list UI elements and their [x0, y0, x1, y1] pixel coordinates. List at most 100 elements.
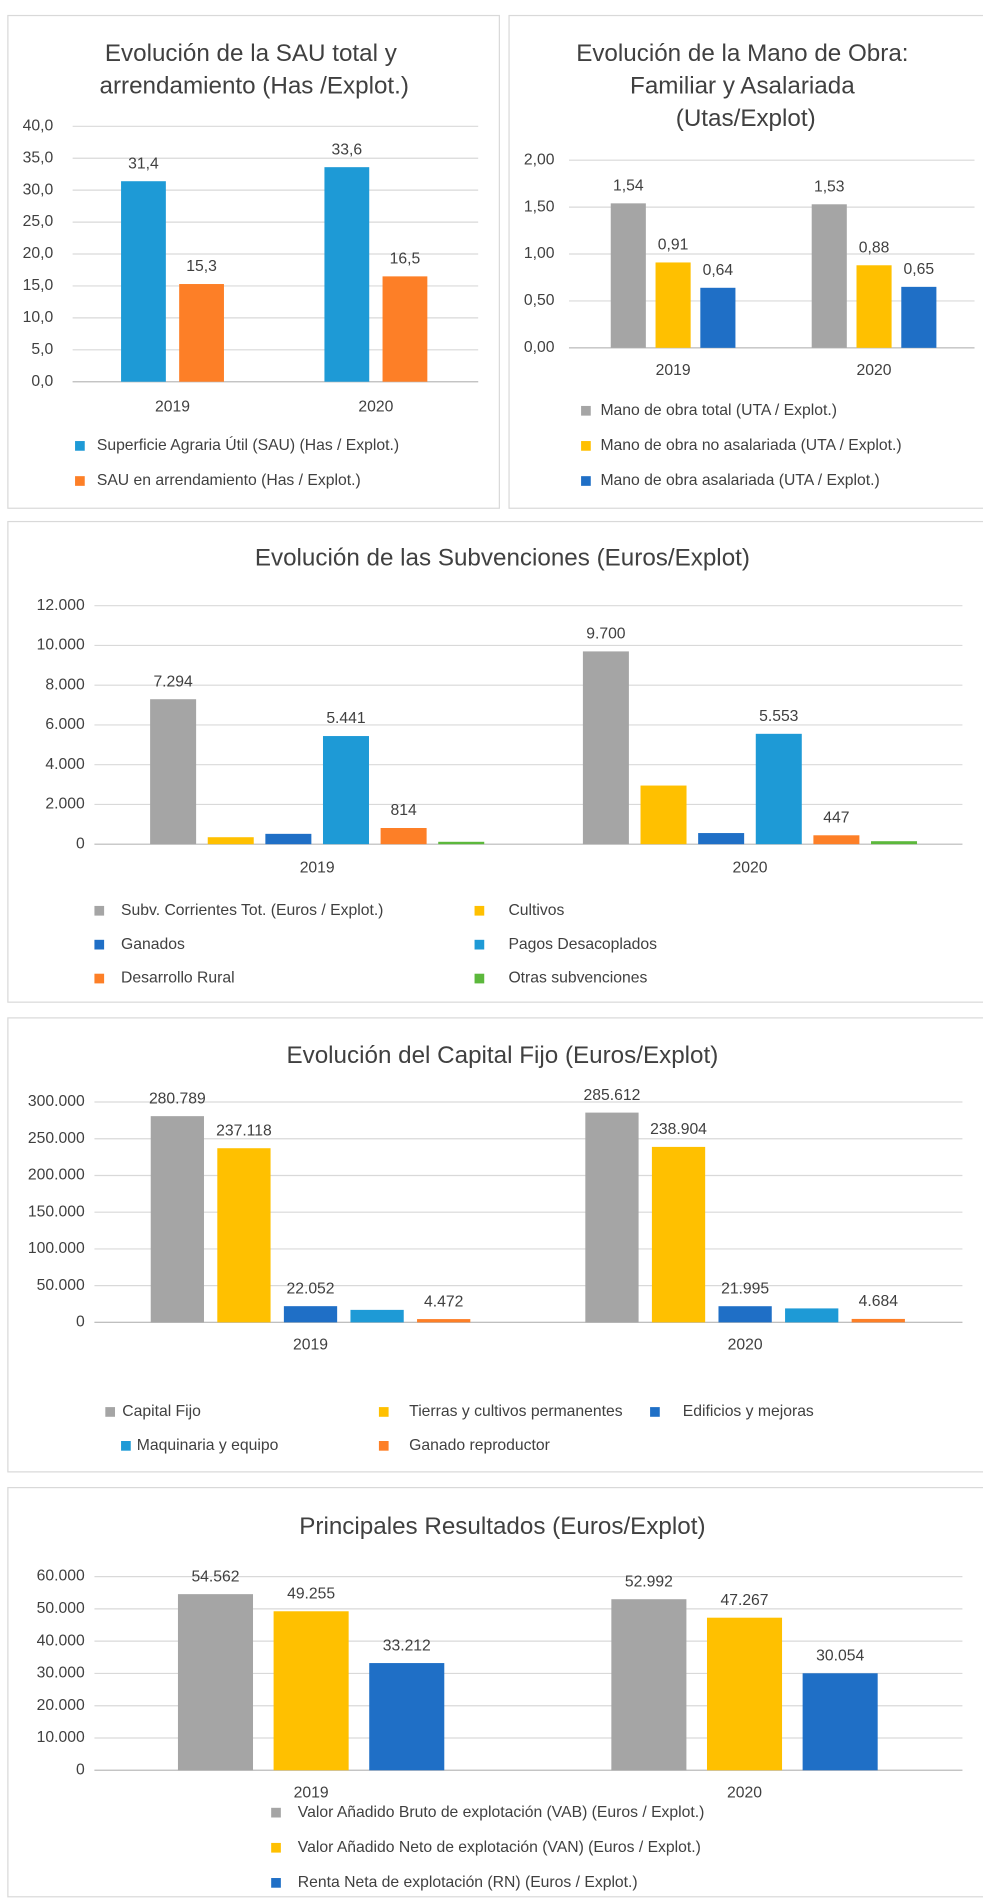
- panel: [7, 14, 500, 509]
- bar: [651, 1146, 706, 1323]
- y-tick-label: 12.000: [37, 597, 85, 614]
- bar: [179, 284, 224, 382]
- legend-marker: [271, 1878, 281, 1888]
- bar: [324, 167, 370, 382]
- legend-label: Otras subvenciones: [508, 970, 647, 987]
- legend-marker: [474, 973, 485, 984]
- panel: [508, 14, 983, 509]
- x-tick-label: 2019: [656, 362, 691, 379]
- y-tick-label: 60.000: [37, 1568, 85, 1585]
- x-tick-label: 2020: [728, 1337, 763, 1354]
- legend-label: Mano de obra total (UTA / Explot.): [600, 402, 836, 419]
- y-tick-label: 0,00: [524, 339, 555, 356]
- data-label: 33.212: [383, 1637, 431, 1654]
- bar: [150, 699, 197, 845]
- x-tick-label: 2020: [732, 860, 767, 877]
- data-label: 285.612: [584, 1087, 641, 1104]
- data-label: 4.684: [859, 1293, 899, 1310]
- legend-label: Superficie Agraria Útil (SAU) (Has / Exp…: [97, 435, 399, 454]
- data-label: 15,3: [186, 258, 217, 275]
- x-tick-label: 2019: [300, 860, 335, 877]
- legend-label: Capital Fijo: [122, 1403, 201, 1420]
- legend-label: Ganado reproductor: [409, 1437, 550, 1454]
- legend-label: Mano de obra no asalariada (UTA / Explot…: [600, 437, 901, 454]
- data-label: 47.267: [720, 1592, 768, 1609]
- y-tick-label: 25,0: [23, 213, 54, 230]
- y-tick-label: 30,0: [23, 181, 54, 198]
- bar: [655, 262, 691, 348]
- legend-marker: [581, 476, 591, 486]
- bar: [121, 181, 166, 382]
- y-tick-label: 50.000: [37, 1277, 85, 1294]
- legend-marker: [650, 1407, 660, 1417]
- data-label: 1,54: [613, 178, 644, 195]
- data-label: 16,5: [390, 251, 421, 268]
- y-tick-label: 1,00: [524, 245, 555, 262]
- bar: [438, 841, 485, 845]
- legend-label: Subv. Corrientes Tot. (Euros / Explot.): [121, 902, 383, 919]
- legend-marker: [581, 405, 591, 416]
- legend-label: Valor Añadido Bruto de explotación (VAB)…: [298, 1804, 705, 1821]
- bar: [851, 1318, 905, 1323]
- chart-title: Evolución de las Subvenciones (Euros/Exp…: [255, 545, 750, 572]
- bar: [871, 841, 918, 845]
- y-tick-label: 0,0: [31, 373, 53, 390]
- bar: [718, 1306, 772, 1323]
- data-label: 447: [823, 810, 849, 827]
- legend-label: Ganados: [121, 936, 185, 953]
- data-label: 0,64: [703, 262, 734, 279]
- bar: [322, 736, 369, 845]
- data-label: 814: [390, 802, 416, 819]
- data-label: 9.700: [586, 626, 626, 643]
- y-tick-label: 10.000: [37, 637, 85, 654]
- y-tick-label: 0: [76, 1314, 85, 1331]
- y-tick-label: 20,0: [23, 245, 54, 262]
- bar: [217, 1148, 271, 1323]
- legend-label: SAU en arrendamiento (Has / Explot.): [97, 472, 361, 489]
- legend-marker: [474, 905, 485, 916]
- y-tick-label: 10.000: [37, 1729, 85, 1746]
- legend-label: Desarrollo Rural: [121, 970, 235, 987]
- bar: [785, 1308, 839, 1323]
- x-tick-label: 2020: [727, 1784, 762, 1801]
- legend-label: Maquinaria y equipo: [137, 1437, 279, 1454]
- bar: [585, 1112, 639, 1323]
- data-label: 238.904: [650, 1121, 707, 1138]
- bar: [150, 1116, 204, 1323]
- bar: [207, 837, 254, 845]
- chart-title: Principales Resultados (Euros/Explot): [299, 1514, 705, 1541]
- data-label: 1,53: [814, 178, 845, 195]
- data-label: 5.441: [326, 710, 365, 727]
- legend-label: Tierras y cultivos permanentes: [409, 1403, 623, 1420]
- x-tick-label: 2019: [155, 398, 190, 415]
- bar: [901, 286, 937, 348]
- legend-marker: [75, 476, 85, 486]
- bar: [582, 651, 629, 845]
- bar: [350, 1309, 404, 1323]
- legend-marker: [105, 1407, 116, 1417]
- y-tick-label: 40,0: [23, 117, 54, 134]
- y-tick-label: 50.000: [37, 1600, 85, 1617]
- chart-title: Evolución de la SAU total y arrendamient…: [100, 40, 409, 100]
- x-tick-label: 2020: [857, 362, 892, 379]
- bar: [611, 1599, 687, 1771]
- legend-marker: [94, 939, 105, 950]
- legend-label: Valor Añadido Neto de explotación (VAN) …: [298, 1839, 701, 1856]
- data-label: 21.995: [721, 1280, 769, 1297]
- bar: [273, 1611, 349, 1771]
- y-tick-label: 6.000: [45, 716, 85, 733]
- data-label: 22.052: [286, 1280, 334, 1297]
- bar: [369, 1663, 445, 1771]
- bar: [640, 785, 687, 845]
- data-label: 4.472: [424, 1293, 463, 1310]
- legend-label: Pagos Desacoplados: [508, 936, 657, 953]
- legend-label: Edificios y mejoras: [683, 1403, 814, 1420]
- y-tick-label: 15,0: [23, 277, 54, 294]
- data-label: 5.553: [759, 708, 799, 725]
- x-tick-label: 2019: [293, 1337, 328, 1354]
- y-tick-label: 200.000: [28, 1167, 85, 1184]
- y-tick-label: 30.000: [37, 1665, 85, 1682]
- y-tick-label: 0,50: [524, 292, 555, 309]
- y-tick-label: 35,0: [23, 149, 54, 166]
